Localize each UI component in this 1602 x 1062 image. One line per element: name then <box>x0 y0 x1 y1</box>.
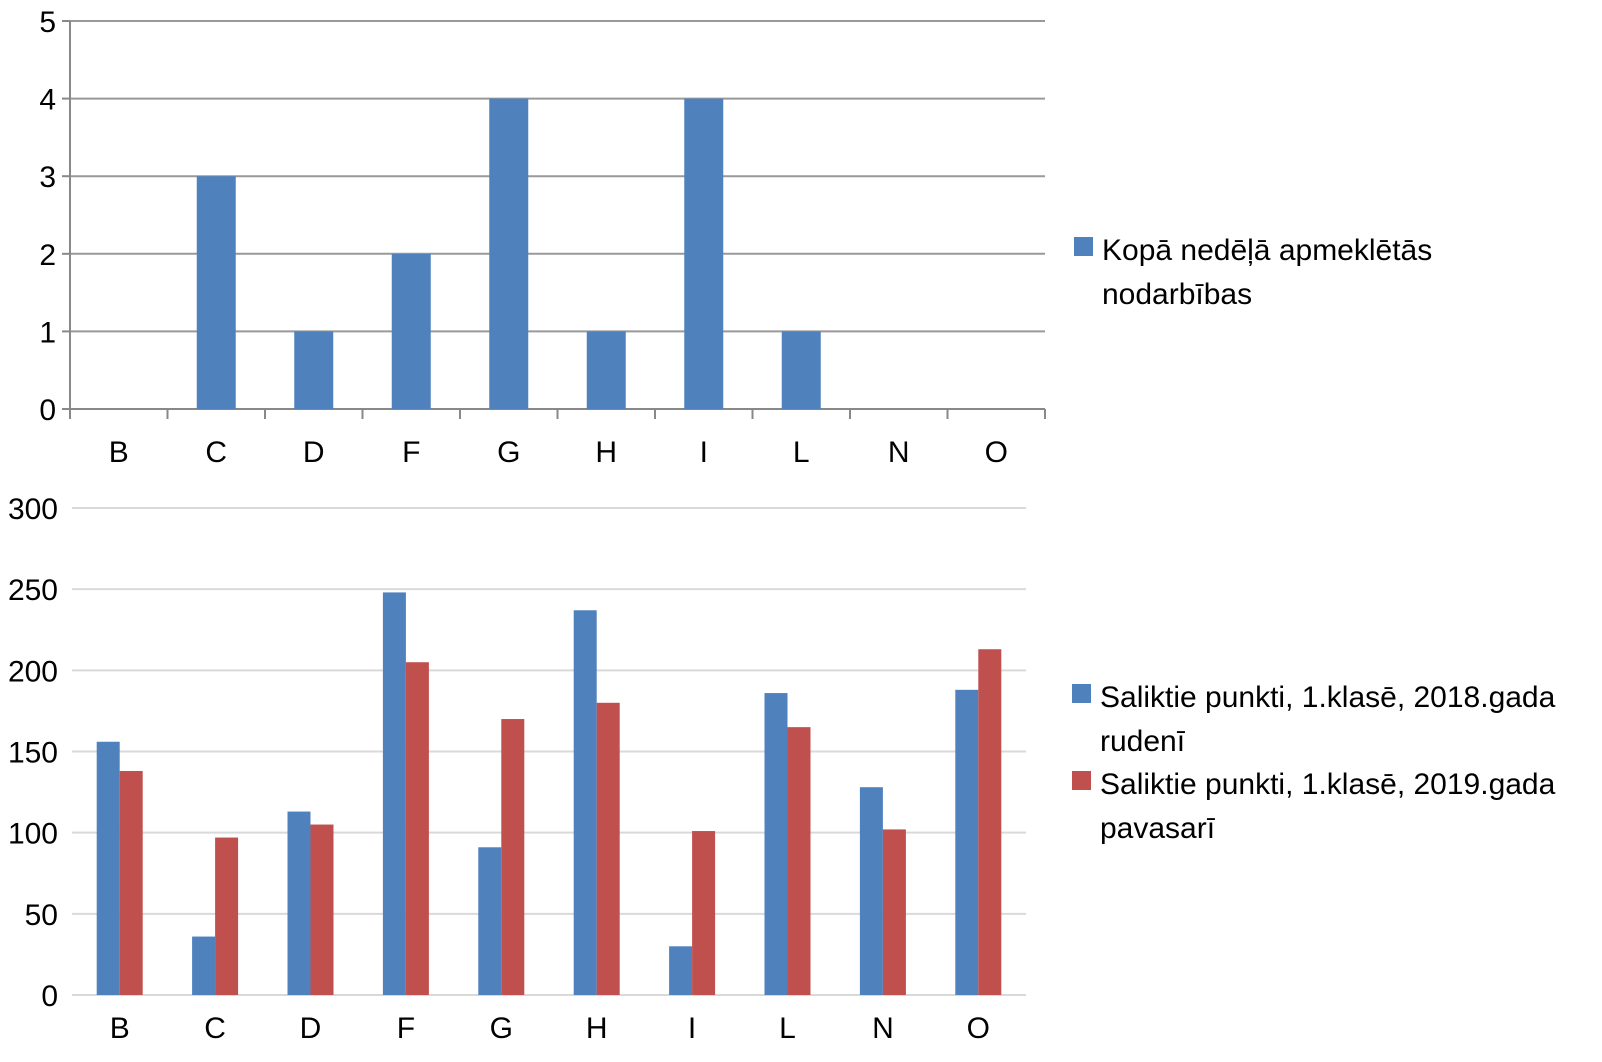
x-tick-label: L <box>779 1012 796 1045</box>
bar <box>781 331 821 409</box>
chart-composite-points: 0 50 100 150 200 250 300 B C D F G H I L N O Saliktie pun… <box>8 493 1556 1045</box>
bar <box>787 727 811 995</box>
y-tick-label: 0 <box>39 394 56 427</box>
y-tick-label: 1 <box>39 316 56 349</box>
x-tick-label: C <box>204 1012 226 1045</box>
y-tick-label: 150 <box>8 737 58 770</box>
y-tick-label: 50 <box>25 899 58 932</box>
x-tick-label: F <box>402 436 420 469</box>
bar <box>978 649 1002 995</box>
bar <box>310 824 334 995</box>
x-tick-label: D <box>300 1012 322 1045</box>
bar <box>391 253 431 409</box>
bar <box>882 829 906 995</box>
legend-swatch <box>1072 771 1091 790</box>
bar <box>215 837 239 995</box>
legend-label: Saliktie punkti, 1.klasē, 2018.gada <box>1100 681 1556 714</box>
bar <box>294 331 334 409</box>
bar <box>382 592 406 995</box>
bar <box>586 331 626 409</box>
bar <box>859 787 883 995</box>
x-tick-label: F <box>397 1012 415 1045</box>
bar <box>478 847 502 995</box>
y-tick-label: 4 <box>39 84 56 117</box>
y-tick-label: 3 <box>39 161 56 194</box>
x-tick-label: I <box>700 436 708 469</box>
y-tick-label: 0 <box>41 980 58 1013</box>
x-tick-label: N <box>888 436 910 469</box>
y-tick-label: 100 <box>8 818 58 851</box>
bar <box>596 702 620 995</box>
y-tick-label: 250 <box>8 574 58 607</box>
y-tick-label: 200 <box>8 655 58 688</box>
x-tick-label: O <box>985 436 1008 469</box>
x-tick-label: I <box>688 1012 696 1045</box>
bar <box>287 811 311 995</box>
x-tick-label: N <box>872 1012 894 1045</box>
legend-label: Saliktie punkti, 1.klasē, 2019.gada <box>1100 768 1556 801</box>
bar <box>684 98 724 409</box>
bar <box>764 693 788 995</box>
chart-attended-activities: 0 1 2 3 4 5 B C D F G H I L N O Kopā nedēļā apmeklētās no… <box>39 6 1432 469</box>
legend-label: pavasarī <box>1100 812 1216 845</box>
bar <box>96 741 120 995</box>
legend-label: nodarbības <box>1102 278 1252 311</box>
bar <box>119 770 143 995</box>
legend-label: Kopā nedēļā apmeklētās <box>1102 234 1432 267</box>
x-tick-label: B <box>109 436 129 469</box>
x-tick-label: H <box>595 436 617 469</box>
legend-label: rudenī <box>1100 725 1186 758</box>
bar <box>196 176 236 409</box>
bar <box>573 610 597 995</box>
x-tick-label: O <box>967 1012 990 1045</box>
y-tick-label: 300 <box>8 493 58 526</box>
bar <box>489 98 529 409</box>
bar <box>669 946 693 995</box>
bar <box>192 936 216 995</box>
legend-swatch <box>1074 237 1093 256</box>
x-tick-label: D <box>303 436 325 469</box>
y-tick-label: 2 <box>39 239 56 272</box>
x-tick-label: H <box>586 1012 608 1045</box>
legend-swatch <box>1072 684 1091 703</box>
x-tick-label: L <box>793 436 810 469</box>
bar <box>692 831 716 995</box>
bar <box>501 719 525 995</box>
x-tick-label: G <box>497 436 520 469</box>
x-tick-label: C <box>205 436 227 469</box>
x-tick-label: G <box>490 1012 513 1045</box>
bar <box>955 689 979 995</box>
x-tick-label: B <box>110 1012 130 1045</box>
y-tick-label: 5 <box>39 6 56 39</box>
bar <box>405 662 429 995</box>
